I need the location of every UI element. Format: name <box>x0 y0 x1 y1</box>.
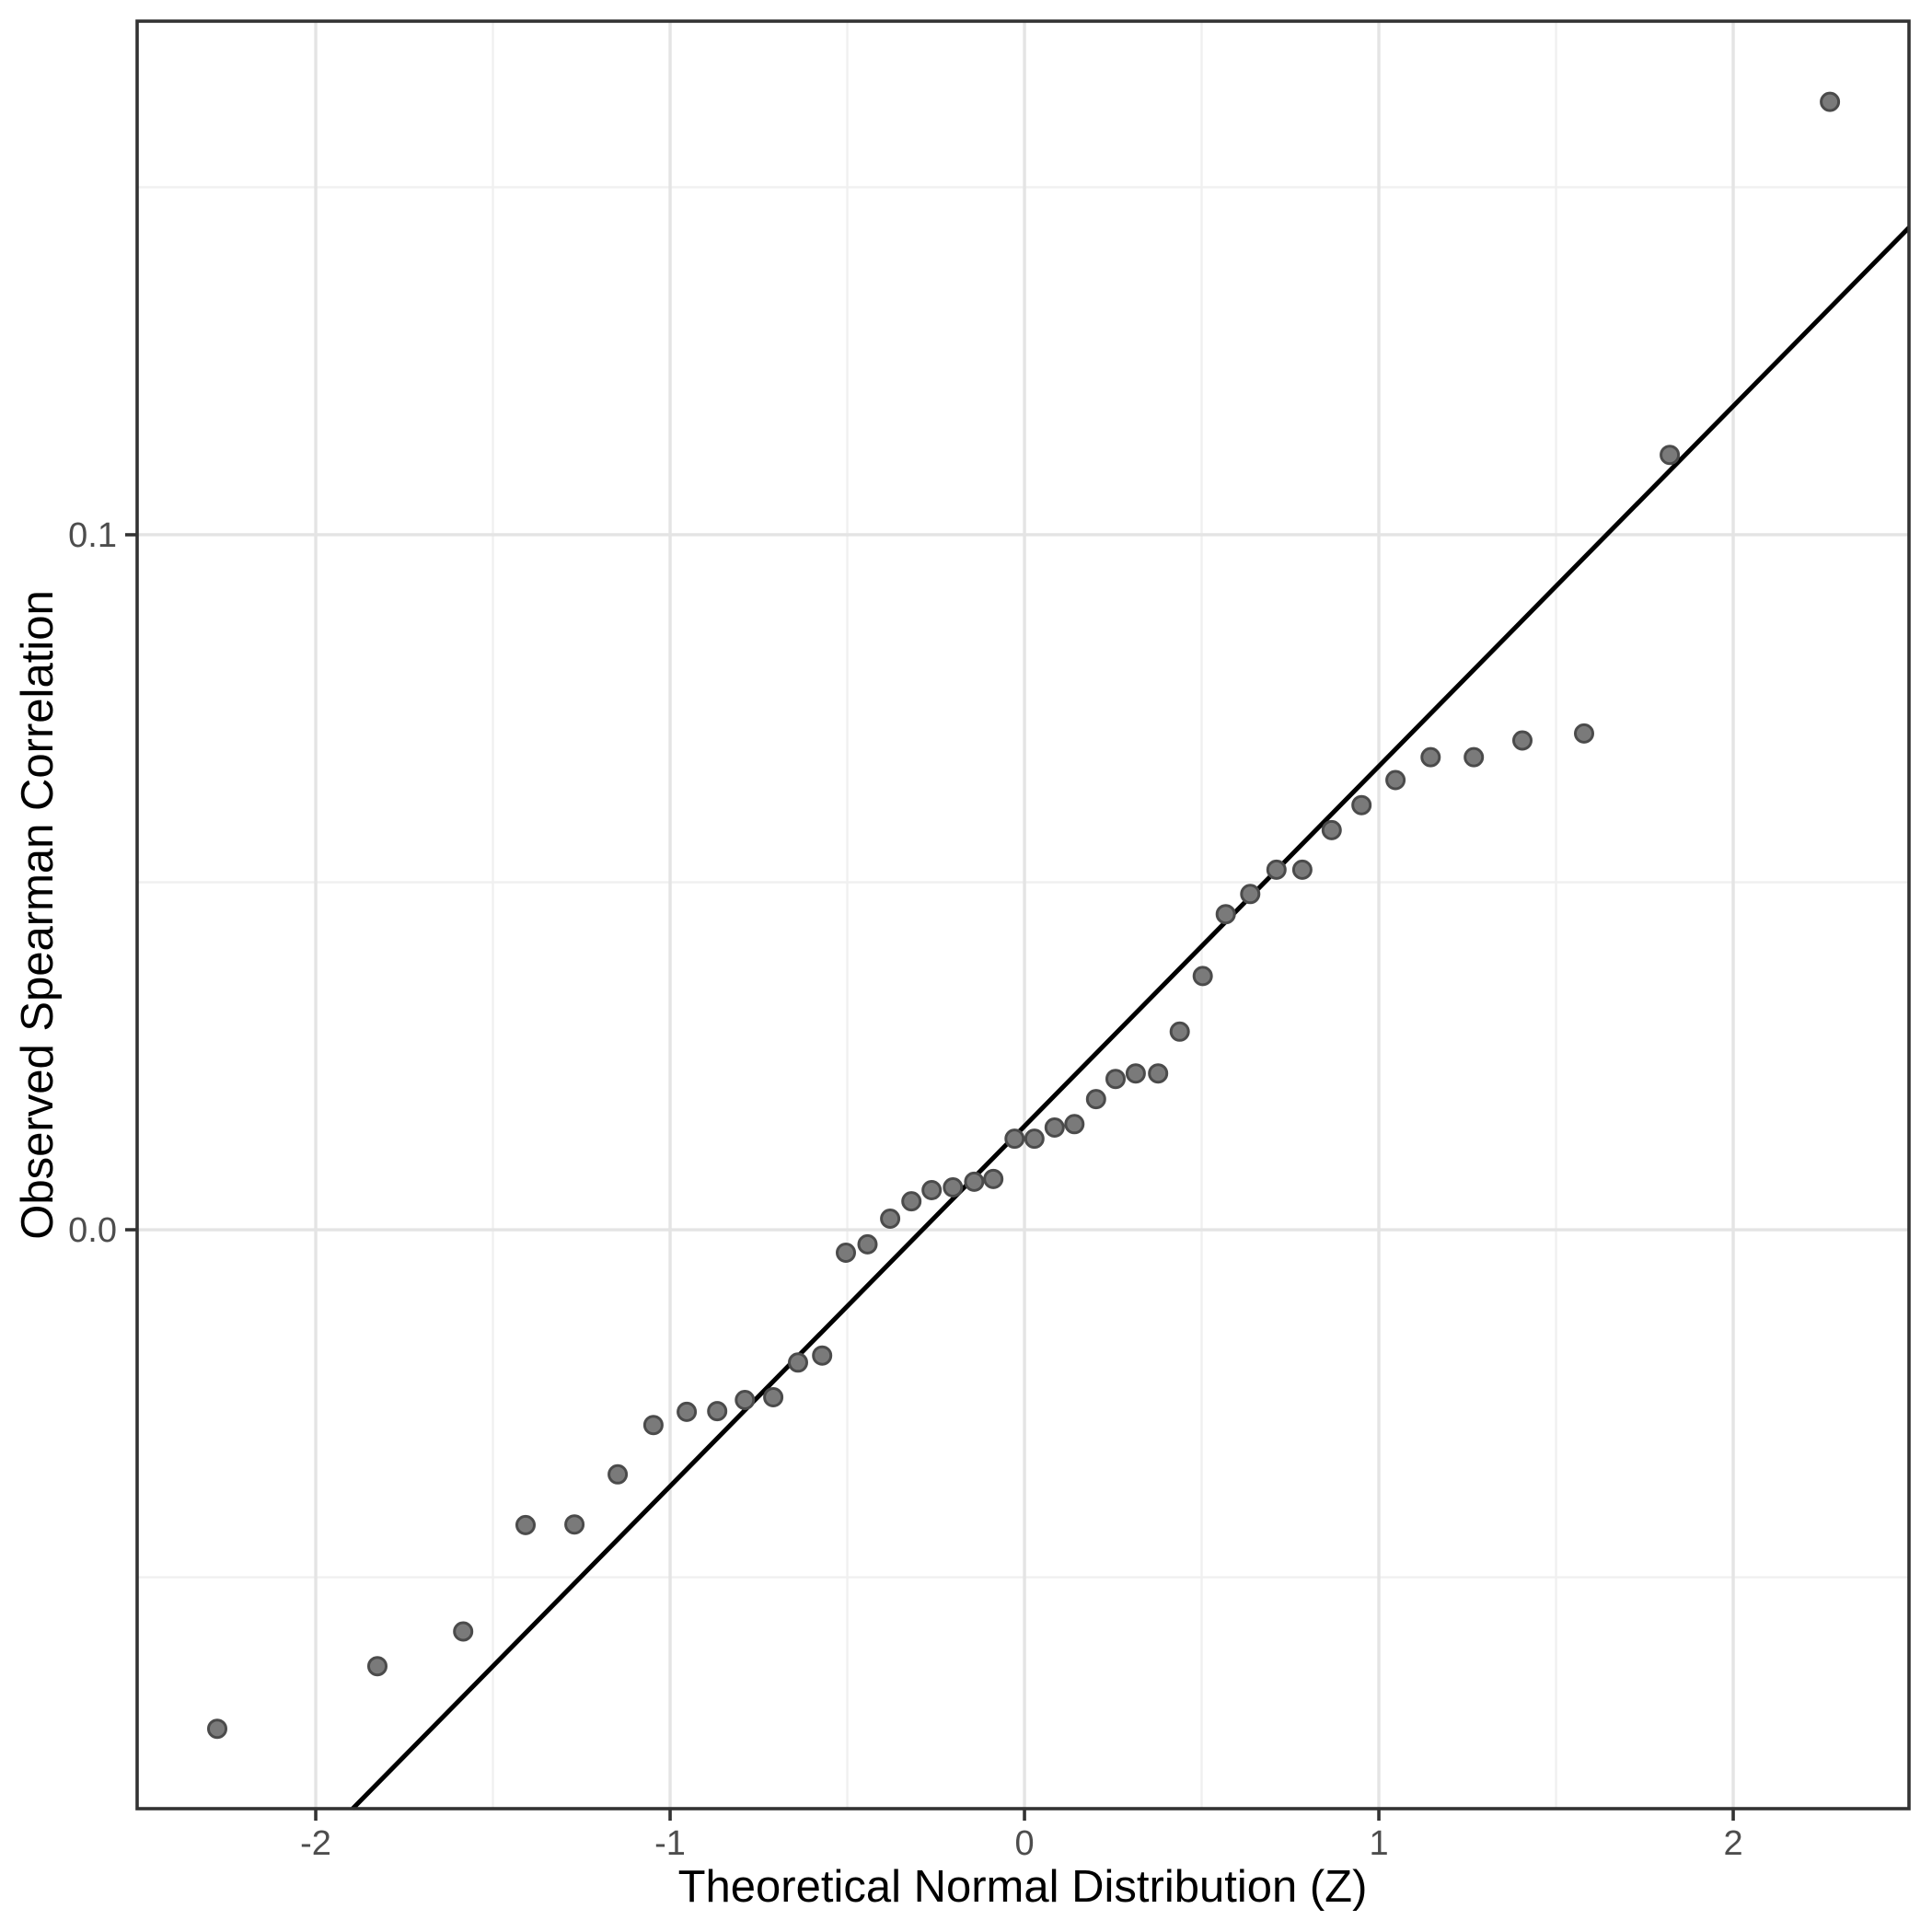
data-point <box>1125 1063 1146 1084</box>
data-point <box>1044 1117 1065 1138</box>
data-point <box>1321 819 1342 840</box>
data-point <box>207 1718 227 1740</box>
data-point <box>1291 859 1313 880</box>
data-point <box>1148 1063 1169 1084</box>
data-point <box>901 1191 922 1212</box>
qq-reference-line <box>351 226 1911 1811</box>
data-point <box>707 1401 728 1422</box>
data-point <box>1215 904 1236 925</box>
data-point <box>515 1514 536 1535</box>
data-point <box>763 1387 784 1407</box>
data-point <box>1512 730 1533 751</box>
data-point <box>880 1209 901 1229</box>
axis-layer: -2 -1 0 1 2 0.0 0.1 <box>68 19 1911 1863</box>
y-axis-title: Observed Spearman Correlation <box>13 590 63 1239</box>
data-point <box>983 1168 1004 1189</box>
data-point <box>1351 794 1372 816</box>
data-point <box>857 1233 878 1255</box>
data-point <box>607 1463 629 1485</box>
x-axis-tick-label: -1 <box>654 1824 686 1863</box>
y-axis-tick-label: 0.1 <box>68 516 117 555</box>
data-point <box>453 1621 474 1642</box>
data-point-layer <box>207 91 1841 1740</box>
data-point <box>836 1243 856 1263</box>
data-point <box>1820 91 1841 112</box>
x-axis-tick-label: 2 <box>1723 1824 1742 1863</box>
data-point <box>1385 769 1406 791</box>
gridline-layer <box>137 21 1909 1809</box>
data-point <box>788 1352 808 1373</box>
data-point <box>1240 884 1261 905</box>
data-point <box>812 1345 833 1366</box>
data-point <box>677 1401 698 1422</box>
x-axis-tick-label: -2 <box>300 1824 331 1863</box>
x-axis-tick-label: 0 <box>1014 1824 1034 1863</box>
data-point <box>1169 1021 1190 1042</box>
x-axis-title: Theoretical Normal Distribution (Z) <box>678 1862 1368 1912</box>
y-axis-tick-label: 0.0 <box>68 1211 117 1250</box>
data-point <box>1105 1069 1126 1090</box>
data-point <box>1064 1114 1085 1135</box>
data-point <box>1266 859 1287 880</box>
data-point <box>964 1171 985 1192</box>
data-point <box>642 1415 664 1436</box>
data-point <box>1420 746 1441 768</box>
data-point <box>367 1656 388 1677</box>
data-point <box>1024 1128 1045 1150</box>
data-point <box>921 1180 943 1200</box>
data-point <box>735 1390 756 1410</box>
data-point <box>1463 746 1485 768</box>
data-point <box>1574 723 1594 744</box>
reference-line-layer <box>351 226 1911 1811</box>
data-point <box>1085 1089 1106 1110</box>
data-point <box>564 1514 585 1535</box>
data-point <box>1004 1128 1025 1150</box>
data-point <box>1192 966 1213 987</box>
data-point <box>1660 445 1681 466</box>
x-axis-tick-label: 1 <box>1369 1824 1388 1863</box>
data-point <box>943 1177 964 1197</box>
